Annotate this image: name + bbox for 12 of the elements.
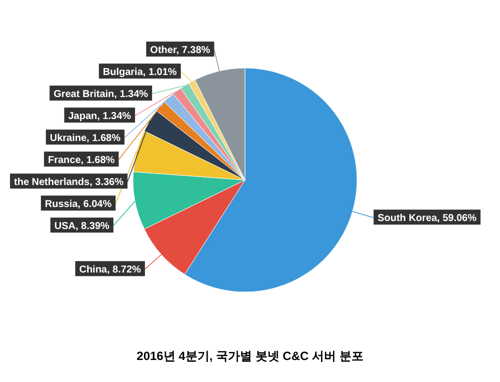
slice-label: Russia, 6.04% <box>44 199 112 210</box>
slice-label: Bulgaria, 1.01% <box>102 67 177 78</box>
slice-label: France, 1.68% <box>48 155 115 166</box>
slice-label: USA, 8.39% <box>54 221 110 232</box>
slice-label: South Korea, 59.06% <box>378 213 477 224</box>
slice-label: Other, 7.38% <box>150 45 210 56</box>
slice-label: Japan, 1.34% <box>68 111 132 122</box>
slice-label: the Netherlands, 3.36% <box>14 177 124 188</box>
slice-label: China, 8.72% <box>79 264 142 276</box>
slice-label: Great Britain, 1.34% <box>54 89 148 100</box>
text: 2016년 4분기, 국가별 봇넷 C&C 서버 분포 <box>136 349 364 363</box>
slice-label: Ukraine, 1.68% <box>50 133 121 144</box>
